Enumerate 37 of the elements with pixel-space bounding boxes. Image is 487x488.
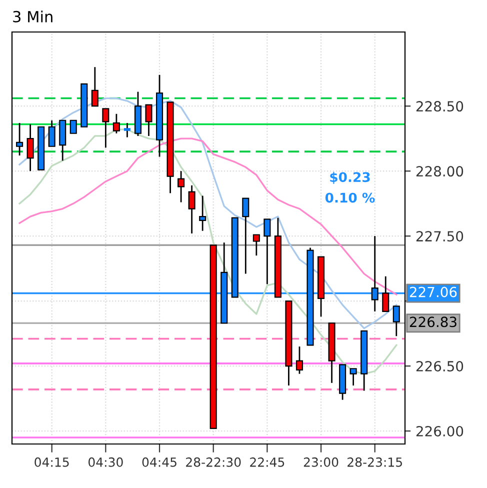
candlestick (382, 276, 390, 312)
chart-title: 3 Min (13, 10, 52, 22)
y-tick-label: 228.50 (416, 101, 464, 112)
candlestick (91, 66, 98, 107)
ref-line-label: 227.06 (410, 286, 457, 298)
candlestick (392, 306, 400, 337)
candlestick (70, 120, 77, 134)
candlestick (178, 170, 185, 203)
candlestick (48, 120, 56, 148)
y-tick-label: 228.00 (416, 166, 464, 177)
candlestick (296, 346, 303, 375)
x-tick-label: 23:00 (304, 457, 338, 467)
candlestick (252, 234, 260, 256)
candlestick (264, 218, 271, 285)
candlestick (188, 184, 196, 234)
y-tick-label: 226.50 (416, 360, 464, 372)
annotation: $0.23 (330, 172, 370, 184)
x-tick-label: 28-23:15 (348, 457, 402, 467)
candlestick (371, 235, 378, 312)
candlestick (102, 108, 110, 148)
y-tick-label: 226.00 (416, 426, 464, 436)
candlestick (112, 113, 120, 134)
x-tick-label: 04:30 (88, 457, 123, 467)
annotation: 0.10 % (325, 192, 375, 203)
x-tick-label: 28-22:30 (186, 457, 241, 467)
candlestick (350, 368, 357, 386)
line-series (18, 138, 398, 296)
candlestick (26, 124, 34, 172)
candlestick (199, 195, 206, 232)
candlestick (242, 198, 250, 274)
x-tick-label: 22:45 (250, 457, 284, 467)
x-tick-label: 04:15 (34, 457, 69, 467)
candlestick (145, 104, 152, 137)
candlestick (16, 122, 24, 156)
x-tick-label: 04:45 (142, 457, 176, 467)
y-tick-label: 227.50 (416, 231, 464, 242)
ref-line-label: 226.83 (410, 316, 456, 328)
